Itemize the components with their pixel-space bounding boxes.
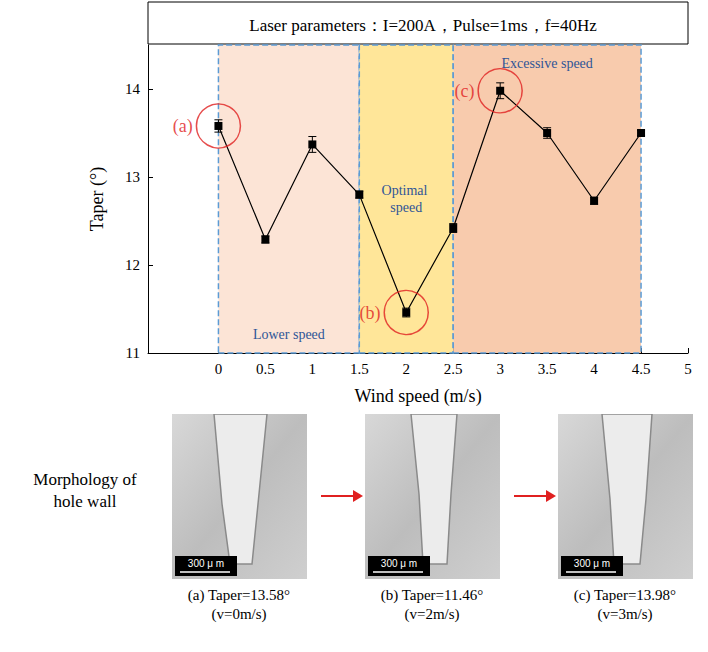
svg-text:4: 4 — [590, 361, 598, 377]
svg-text:12: 12 — [125, 257, 140, 273]
svg-text:2: 2 — [403, 361, 411, 377]
html-text:Morphology of hole wall: Morphology of hole wall — [33, 470, 137, 511]
html-text:(c) Taper=13.98°: (c) Taper=13.98° — [573, 587, 677, 603]
svg-text:Wind speed (m/s): Wind speed (m/s) — [354, 386, 481, 407]
svg-text:1.5: 1.5 — [350, 361, 369, 377]
html-text:(b) Taper=11.46°: (b) Taper=11.46° — [380, 587, 484, 603]
html-text:(a) Taper=13.58°: (a) Taper=13.58° — [187, 587, 291, 603]
svg-text:4.5: 4.5 — [632, 361, 651, 377]
html-text:(v=2m/s): (v=2m/s) — [404, 606, 460, 622]
svg-text:Excessive speed: Excessive speed — [501, 56, 592, 71]
svg-text:Optimal: Optimal — [382, 183, 431, 198]
svg-text:Laser parameters：I=200A，Pulse=: Laser parameters：I=200A，Pulse=1ms，f=40Hz — [249, 16, 597, 35]
svg-text:1: 1 — [309, 361, 317, 377]
svg-text:11: 11 — [126, 345, 140, 361]
svg-text:(b): (b) — [360, 303, 381, 324]
svg-text:14: 14 — [125, 81, 141, 97]
html-text:(v=0m/s): (v=0m/s) — [211, 606, 267, 622]
svg-text:300 μ m: 300 μ m — [188, 558, 224, 569]
svg-text:0.5: 0.5 — [256, 361, 275, 377]
svg-text:(a): (a) — [173, 116, 193, 137]
svg-text:300 μ m: 300 μ m — [381, 558, 417, 569]
svg-text:3.5: 3.5 — [538, 361, 557, 377]
svg-text:13: 13 — [125, 169, 140, 185]
svg-text:0: 0 — [215, 361, 223, 377]
svg-text:(c): (c) — [454, 81, 474, 102]
svg-text:Taper (°): Taper (°) — [87, 167, 108, 231]
svg-text:Lower speed: Lower speed — [253, 327, 325, 342]
svg-text:5: 5 — [684, 361, 692, 377]
svg-text:3: 3 — [496, 361, 504, 377]
html-text:(v=3m/s): (v=3m/s) — [597, 606, 653, 622]
svg-text:300 μ m: 300 μ m — [574, 558, 610, 569]
svg-text:2.5: 2.5 — [444, 361, 463, 377]
svg-text:speed: speed — [390, 200, 422, 215]
